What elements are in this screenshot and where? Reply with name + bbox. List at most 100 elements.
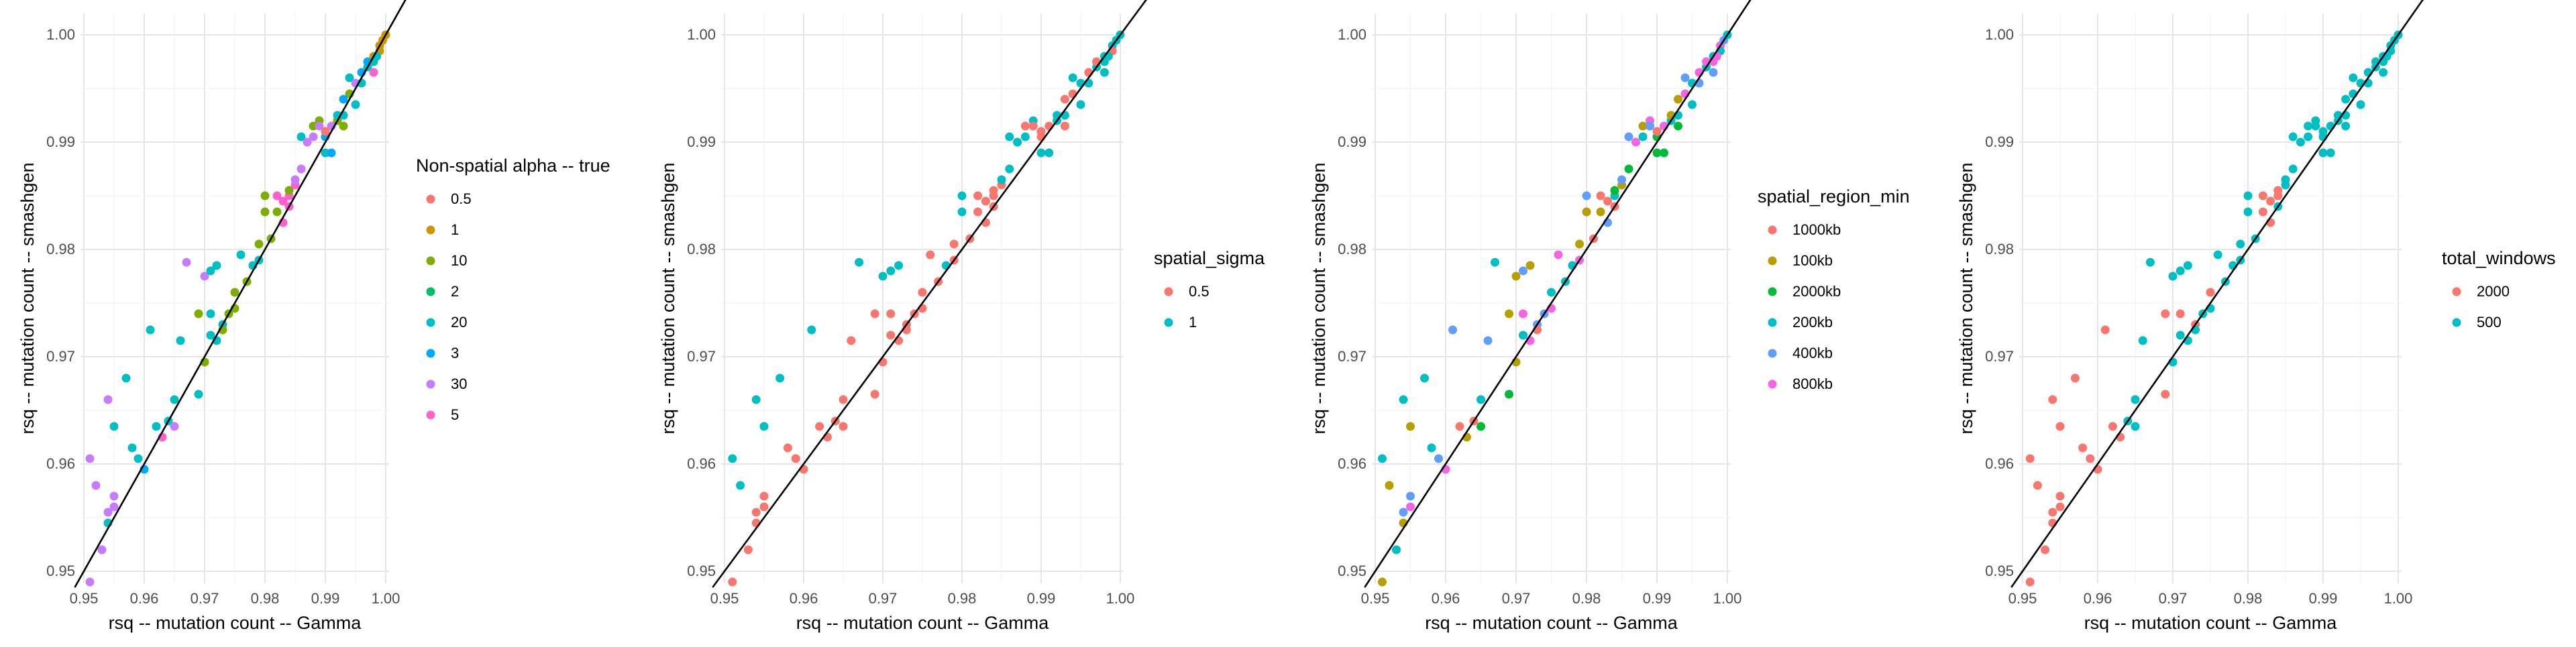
data-point — [1477, 422, 1485, 431]
legend-key — [2452, 287, 2461, 296]
x-tick-label: 0.95 — [1361, 590, 1390, 607]
data-point — [2145, 257, 2155, 267]
y-tick-label: 1.00 — [46, 26, 75, 43]
data-point — [2176, 331, 2185, 340]
data-point — [1005, 164, 1014, 174]
legend-label: 3 — [451, 345, 459, 361]
identity-reference-line — [2010, 0, 2424, 588]
legend-title: Non-spatial alpha -- true — [416, 156, 610, 176]
legend: spatial_sigma 0.5 1 — [1154, 248, 1265, 331]
legend: Non-spatial alpha -- true 0.5 1 10 2 20 3 30 5 — [416, 156, 610, 423]
legend-key — [1768, 287, 1777, 296]
y-axis-title: rsq -- mutation count -- smashgen — [17, 162, 38, 434]
data-point — [1688, 100, 1697, 109]
data-point — [85, 454, 95, 463]
data-point — [855, 257, 864, 267]
x-tick-label: 0.99 — [311, 590, 340, 607]
y-tick-label: 0.97 — [687, 348, 716, 365]
data-point — [1060, 95, 1069, 104]
data-point — [1709, 68, 1718, 77]
data-point — [2168, 272, 2178, 281]
y-tick-label: 0.99 — [1985, 133, 2014, 150]
x-tick-label: 1.00 — [2384, 590, 2413, 607]
data-point — [2304, 132, 2313, 141]
data-point — [1631, 137, 1640, 147]
data-point — [194, 390, 203, 399]
legend-label: 2000 — [2477, 283, 2510, 300]
data-point — [1483, 336, 1493, 345]
legend: total_windows 2000 500 — [2442, 248, 2556, 331]
y-tick-label: 1.00 — [687, 26, 716, 43]
data-point — [1660, 148, 1668, 158]
legend-key — [426, 194, 435, 204]
data-point — [1020, 132, 1030, 141]
data-point — [315, 121, 324, 131]
identity-reference-line — [712, 0, 1147, 588]
data-point — [103, 395, 113, 404]
legend-label: 100kb — [1792, 252, 1833, 269]
y-tick-label: 0.97 — [1985, 348, 2014, 365]
data-point — [2131, 422, 2140, 431]
data-point — [2379, 68, 2388, 77]
data-point — [839, 395, 848, 404]
data-point — [759, 422, 769, 431]
x-tick-label: 0.96 — [1432, 590, 1460, 607]
data-point — [109, 422, 119, 431]
data-point — [2288, 164, 2298, 174]
legend-key — [426, 256, 435, 266]
data-point — [212, 261, 221, 270]
x-tick-label: 0.98 — [948, 590, 977, 607]
data-point — [1505, 390, 1513, 399]
y-tick-label: 0.98 — [1338, 241, 1366, 257]
data-point — [152, 422, 161, 431]
data-point — [2086, 454, 2095, 463]
data-point — [309, 121, 318, 131]
data-point — [236, 250, 246, 259]
data-point — [206, 331, 215, 340]
data-point — [1477, 395, 1485, 404]
data-point — [1406, 422, 1415, 431]
data-point — [759, 502, 769, 512]
data-point — [1005, 132, 1014, 141]
data-point — [121, 373, 131, 383]
y-tick-label: 0.95 — [1338, 563, 1366, 579]
data-point — [1448, 325, 1457, 335]
x-tick-label: 0.97 — [869, 590, 898, 607]
y-tick-label: 0.95 — [687, 563, 716, 579]
legend-label: 2 — [451, 283, 459, 300]
data-point — [751, 395, 761, 404]
data-point — [1519, 309, 1527, 318]
legend-key — [1768, 256, 1777, 266]
data-point — [847, 336, 856, 345]
data-point — [2318, 127, 2328, 136]
data-point — [1617, 175, 1626, 184]
data-point — [91, 481, 101, 490]
data-point — [2296, 137, 2305, 147]
data-point — [176, 336, 185, 345]
legend-label: 10 — [451, 252, 467, 269]
data-point — [870, 309, 879, 318]
data-point — [2341, 95, 2351, 104]
x-tick-label: 0.96 — [2084, 590, 2112, 607]
data-point — [321, 127, 330, 136]
data-point — [1674, 121, 1682, 131]
data-point — [2243, 207, 2253, 217]
x-tick-label: 0.99 — [1027, 590, 1056, 607]
data-point — [2281, 175, 2290, 184]
data-point — [1596, 207, 1605, 217]
data-point — [2176, 309, 2185, 318]
data-point — [339, 121, 348, 131]
legend-key — [426, 287, 435, 296]
data-point — [743, 545, 753, 554]
data-point — [1582, 191, 1591, 200]
data-point — [254, 239, 264, 249]
identity-reference-line — [74, 0, 407, 588]
data-point — [736, 481, 745, 490]
legend-title: total_windows — [2442, 248, 2556, 268]
data-point — [109, 491, 119, 501]
y-tick-label: 1.00 — [1338, 26, 1366, 43]
data-point — [2161, 309, 2170, 318]
data-point — [182, 257, 191, 267]
data-point — [2048, 395, 2057, 404]
